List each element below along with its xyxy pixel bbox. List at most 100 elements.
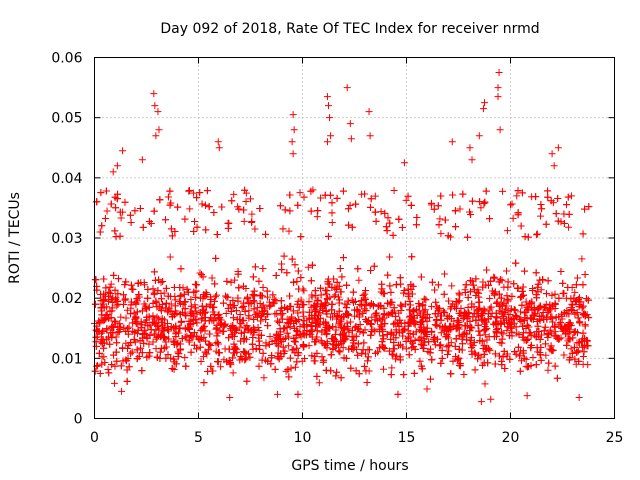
data-point xyxy=(405,351,413,359)
data-point xyxy=(506,318,514,326)
data-point xyxy=(235,205,243,213)
data-point xyxy=(344,205,352,213)
data-point xyxy=(288,138,296,146)
data-point xyxy=(256,345,264,353)
data-point xyxy=(321,341,329,349)
data-point xyxy=(538,205,546,213)
data-point xyxy=(510,306,518,314)
data-point xyxy=(576,318,584,326)
data-point xyxy=(395,329,403,337)
data-point xyxy=(207,342,215,350)
data-point xyxy=(445,341,453,349)
data-point xyxy=(548,302,556,310)
data-point xyxy=(263,311,271,319)
data-point xyxy=(262,339,270,347)
data-point xyxy=(359,346,367,354)
data-point xyxy=(318,328,326,336)
data-point xyxy=(452,335,460,343)
data-point xyxy=(313,333,321,341)
data-point xyxy=(349,288,357,296)
data-point xyxy=(539,276,547,284)
data-point xyxy=(152,298,160,306)
data-point xyxy=(252,311,260,319)
data-point xyxy=(470,338,478,346)
data-point xyxy=(217,363,225,371)
data-point xyxy=(160,344,168,352)
data-point xyxy=(437,230,445,238)
data-point xyxy=(533,230,541,238)
data-point xyxy=(289,346,297,354)
data-point xyxy=(95,349,103,357)
data-point xyxy=(249,273,257,281)
data-point xyxy=(326,114,334,122)
data-point xyxy=(404,290,412,298)
data-point xyxy=(360,339,368,347)
data-point xyxy=(389,345,397,353)
data-point xyxy=(150,315,158,323)
data-point xyxy=(146,321,154,329)
data-point xyxy=(213,321,221,329)
data-point xyxy=(541,323,549,331)
data-point xyxy=(197,334,205,342)
data-point xyxy=(582,294,590,302)
data-point xyxy=(411,345,419,353)
data-point xyxy=(308,314,316,322)
data-point xyxy=(201,313,209,321)
data-point xyxy=(532,269,540,277)
data-point xyxy=(112,333,120,341)
data-point xyxy=(457,304,465,312)
data-point xyxy=(577,298,585,306)
data-point xyxy=(155,325,163,333)
data-point xyxy=(419,344,427,352)
data-point xyxy=(317,291,325,299)
data-point xyxy=(110,379,118,387)
data-point xyxy=(168,232,176,240)
data-point xyxy=(122,314,130,322)
data-point xyxy=(202,226,210,234)
data-point xyxy=(113,162,121,170)
data-point xyxy=(143,305,151,313)
data-point xyxy=(133,308,141,316)
data-point xyxy=(579,329,587,337)
data-point xyxy=(402,345,410,353)
data-point xyxy=(435,221,443,229)
data-point xyxy=(390,339,398,347)
data-point xyxy=(132,314,140,322)
data-point xyxy=(185,186,193,194)
data-point xyxy=(279,343,287,351)
data-point xyxy=(482,187,490,195)
data-point xyxy=(466,208,474,216)
data-point xyxy=(215,144,223,152)
data-point xyxy=(333,278,341,286)
data-point xyxy=(140,339,148,347)
data-point xyxy=(277,311,285,319)
data-point xyxy=(475,289,483,297)
data-point xyxy=(241,324,249,332)
data-point xyxy=(547,197,555,205)
data-point xyxy=(406,312,414,320)
data-point xyxy=(135,353,143,361)
data-point xyxy=(116,208,124,216)
data-point xyxy=(499,310,507,318)
data-point xyxy=(208,316,216,324)
data-point xyxy=(226,301,234,309)
data-point xyxy=(182,362,190,370)
data-point xyxy=(508,328,516,336)
data-point xyxy=(538,331,546,339)
data-point xyxy=(409,308,417,316)
data-point xyxy=(201,348,209,356)
data-point xyxy=(182,312,190,320)
data-point xyxy=(198,271,206,279)
data-point xyxy=(400,371,408,379)
data-point xyxy=(104,297,112,305)
data-point xyxy=(294,297,302,305)
data-point xyxy=(408,344,416,352)
data-point xyxy=(557,267,565,275)
data-point xyxy=(105,333,113,341)
data-point xyxy=(286,323,294,331)
data-point xyxy=(459,330,467,338)
data-point xyxy=(524,363,532,371)
data-point xyxy=(478,361,486,369)
data-point xyxy=(330,292,338,300)
data-point xyxy=(334,293,342,301)
